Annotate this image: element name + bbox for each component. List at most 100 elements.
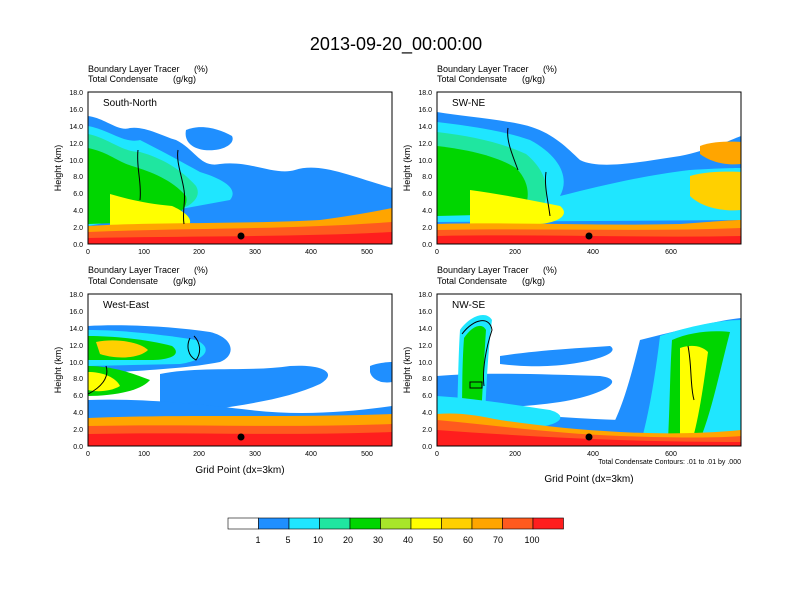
y-tick-label: 8.0 — [73, 376, 83, 383]
y-tick-label: 2.0 — [422, 427, 432, 434]
field-blue-band — [500, 346, 613, 367]
colorbar-box — [441, 517, 473, 530]
colorbar-box — [502, 517, 534, 530]
x-tick-label: 200 — [193, 451, 205, 458]
y-tick-label: 8.0 — [422, 376, 432, 383]
y-tick-label: 2.0 — [73, 427, 83, 434]
colorbar-box — [532, 517, 564, 530]
x-tick-label: 400 — [587, 451, 599, 458]
colorbar-label: 20 — [343, 535, 353, 545]
condensate-contour — [461, 320, 695, 401]
field-blue-upper — [185, 127, 233, 151]
y-tick-label: 12.0 — [69, 141, 83, 148]
field-yellow-right — [680, 345, 708, 434]
y-tick-label: 8.0 — [73, 174, 83, 181]
y-tick-label: 18.0 — [69, 90, 83, 97]
y-tick-label: 16.0 — [69, 107, 83, 114]
colorbar: 1 5 10 20 30 40 50 60 70 100 — [227, 517, 564, 545]
plot-frame — [436, 293, 742, 447]
y-tick-label: 10.0 — [69, 158, 83, 165]
colorbar-box — [380, 517, 412, 530]
location-marker — [237, 232, 245, 240]
contour-footnote: Total Condensate Contours: .01 to .01 by… — [598, 459, 741, 466]
plot-frame — [87, 293, 393, 447]
panel-unit1: (%) — [543, 265, 557, 275]
colorbar-label: 100 — [524, 535, 539, 545]
field-yellow — [110, 194, 191, 230]
y-tick-label: 14.0 — [418, 124, 432, 131]
panel-unit2: (g/kg) — [522, 276, 545, 286]
x-tick-label: 200 — [509, 249, 521, 256]
y-tick-label: 18.0 — [69, 292, 83, 299]
y-tick-label: 16.0 — [418, 107, 432, 114]
field-blue-mid — [160, 365, 329, 412]
x-tick-label: 100 — [138, 451, 150, 458]
location-marker — [585, 433, 593, 441]
y-tick-label: 16.0 — [69, 309, 83, 316]
colorbar-boxes — [227, 517, 564, 530]
x-tick-label: 600 — [665, 249, 677, 256]
y-tick-label: 0.0 — [73, 444, 83, 451]
y-tick-label: 6.0 — [73, 191, 83, 198]
panel-name: SW-NE — [452, 98, 485, 109]
y-tick-label: 14.0 — [69, 124, 83, 131]
x-tick-label: 400 — [305, 249, 317, 256]
y-tick-label: 12.0 — [418, 343, 432, 350]
x-tick-label: 500 — [361, 451, 373, 458]
x-tick-label: 600 — [665, 451, 677, 458]
y-tick-label: 0.0 — [422, 444, 432, 451]
x-tick-label: 300 — [249, 451, 261, 458]
y-ticks: 0.0 2.0 4.0 6.0 8.0 10.0 12.0 14.0 16.0 … — [418, 292, 432, 451]
y-tick-label: 10.0 — [69, 360, 83, 367]
y-tick-label: 6.0 — [422, 393, 432, 400]
field-right-cloud — [690, 171, 741, 211]
panel-unit1: (%) — [543, 64, 557, 74]
x-axis-label: Grid Point (dx=3km) — [195, 465, 284, 476]
x-tick-label: 400 — [587, 249, 599, 256]
x-ticks: 0 200 400 600 — [435, 249, 677, 256]
y-tick-label: 12.0 — [418, 141, 432, 148]
y-tick-label: 18.0 — [418, 90, 432, 97]
y-tick-label: 14.0 — [69, 326, 83, 333]
x-tick-label: 0 — [86, 249, 90, 256]
panel-label1: Boundary Layer Tracer — [437, 265, 529, 275]
colorbar-label: 1 — [255, 535, 260, 545]
y-tick-label: 4.0 — [422, 208, 432, 215]
panel-label2: Total Condensate — [88, 74, 158, 84]
y-axis-label: Height (km) — [402, 145, 412, 192]
colorbar-box — [471, 517, 503, 530]
panel-west-east: Boundary Layer Tracer (%) Total Condensa… — [53, 265, 393, 476]
y-ticks: 0.0 2.0 4.0 6.0 8.0 10.0 12.0 14.0 16.0 … — [69, 90, 83, 249]
y-tick-label: 16.0 — [418, 309, 432, 316]
x-ticks: 0 100 200 300 400 500 — [86, 451, 373, 458]
field-right-upper — [700, 141, 741, 165]
y-tick-label: 2.0 — [73, 225, 83, 232]
colorbar-box — [258, 517, 290, 530]
y-axis-label: Height (km) — [402, 347, 412, 394]
x-tick-label: 0 — [435, 451, 439, 458]
y-tick-label: 4.0 — [422, 410, 432, 417]
condensate-contour — [507, 127, 551, 217]
field-cloud-core — [96, 340, 148, 358]
panel-name: West-East — [103, 300, 149, 311]
panel-south-north: Boundary Layer Tracer (%) Total Condensa… — [53, 64, 393, 256]
x-tick-label: 200 — [509, 451, 521, 458]
x-axis-label: Grid Point (dx=3km) — [544, 474, 633, 485]
y-ticks: 0.0 2.0 4.0 6.0 8.0 10.0 12.0 14.0 16.0 … — [418, 90, 432, 249]
y-tick-label: 14.0 — [418, 326, 432, 333]
colorbar-label: 5 — [285, 535, 290, 545]
panel-sw-ne: Boundary Layer Tracer (%) Total Condensa… — [402, 64, 742, 256]
y-tick-label: 18.0 — [418, 292, 432, 299]
panel-label1: Boundary Layer Tracer — [88, 265, 180, 275]
panel-label2: Total Condensate — [88, 276, 158, 286]
location-marker — [585, 232, 593, 240]
x-tick-label: 500 — [361, 249, 373, 256]
y-tick-label: 4.0 — [73, 410, 83, 417]
panel-label1: Boundary Layer Tracer — [88, 64, 180, 74]
y-tick-label: 6.0 — [73, 393, 83, 400]
x-tick-label: 100 — [138, 249, 150, 256]
panel-label2: Total Condensate — [437, 276, 507, 286]
y-tick-label: 6.0 — [422, 191, 432, 198]
x-tick-label: 300 — [249, 249, 261, 256]
